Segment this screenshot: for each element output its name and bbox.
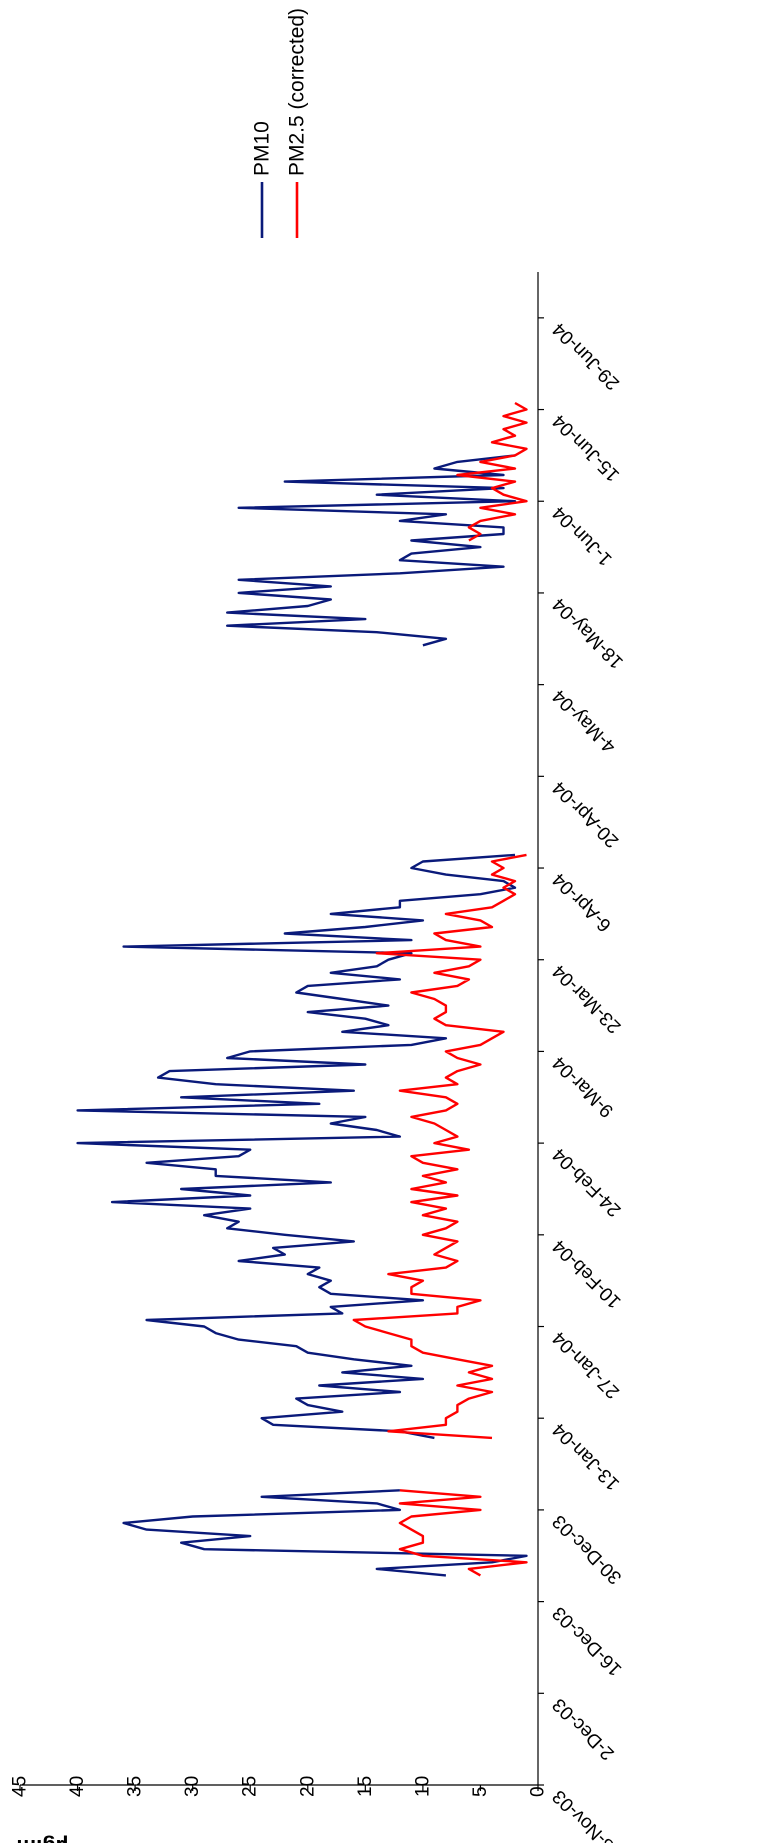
x-tick-label: 10-Feb-04 — [548, 1235, 625, 1312]
x-tick-label: 16-Dec-03 — [549, 1602, 627, 1680]
x-tick-label: 13-Jan-04 — [548, 1418, 624, 1494]
y-tick-label: 40 — [67, 1776, 88, 1797]
y-tick-label: 20 — [297, 1776, 318, 1797]
pm25-series-line — [398, 1489, 528, 1577]
x-tick-label: 6-Apr-04 — [548, 868, 615, 935]
pm25-series-line — [352, 853, 527, 1440]
legend-entry-label: PM10 — [251, 121, 274, 176]
y-tick-label: 15 — [355, 1776, 376, 1797]
y-tick-label: 5 — [470, 1786, 491, 1797]
x-tick-label: 15-Jun-04 — [548, 410, 624, 486]
y-tick-label: 30 — [182, 1776, 203, 1797]
x-tick-label: 18-Nov-03 — [549, 1786, 627, 1843]
x-tick-label: 2-Dec-03 — [549, 1694, 619, 1764]
chart-axes: 0 5 10 15 20 25 30 35 40 45 18-Nov-03 2-Dec-03 16-D… — [10, 272, 628, 1843]
x-tick-label: 30-Dec-03 — [549, 1510, 627, 1588]
x-tick-label: 24-Feb-04 — [548, 1143, 625, 1220]
x-tick-label: 23-Mar-04 — [548, 960, 625, 1037]
x-tick-label: 20-Apr-04 — [548, 777, 623, 852]
x-tick-label: 18-May-04 — [548, 593, 627, 672]
chart-legend: PM10 PM2.5 (corrected) — [251, 8, 309, 238]
y-tick-label: 25 — [240, 1776, 261, 1797]
pm10-series-line — [225, 454, 517, 647]
pm25-series-line — [456, 401, 528, 542]
y-axis-ticks: 0 5 10 15 20 25 30 35 40 45 — [10, 1776, 549, 1797]
x-tick-label: 9-Mar-04 — [548, 1052, 618, 1122]
x-tick-label: 1-Jun-04 — [548, 502, 616, 570]
y-tick-label: 0 — [528, 1786, 549, 1797]
x-axis-ticks: 18-Nov-03 2-Dec-03 16-Dec-03 30-Dec-03 13-Ja… — [538, 317, 628, 1843]
y-tick-label: 10 — [412, 1776, 433, 1797]
legend-entry-label: PM2.5 (corrected) — [286, 8, 309, 176]
y-axis-label: µg.m⁻³ — [0, 1835, 68, 1843]
pm10-series-line — [76, 853, 517, 1440]
y-tick-label: 35 — [125, 1776, 146, 1797]
chart-series — [76, 401, 528, 1577]
x-tick-label: 27-Jan-04 — [548, 1327, 624, 1403]
y-tick-label: 45 — [10, 1776, 31, 1797]
pm10-series-line — [122, 1489, 528, 1577]
x-tick-label: 4-May-04 — [548, 685, 620, 757]
x-tick-label: 29-Jun-04 — [548, 318, 624, 394]
